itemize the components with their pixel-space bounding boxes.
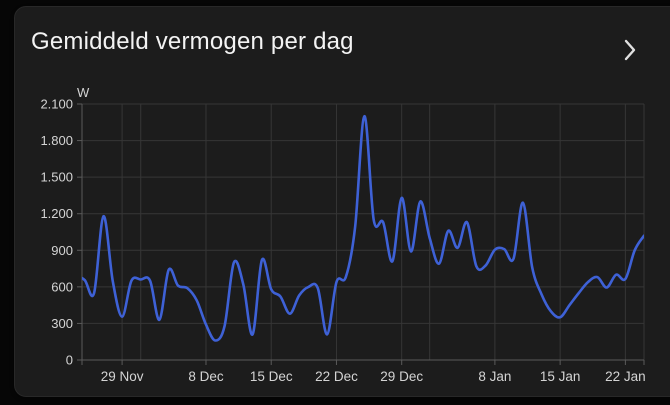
y-axis-unit: W (77, 85, 90, 100)
x-tick-label: 29 Dec (380, 369, 423, 384)
y-tick-label: 1.800 (40, 133, 73, 148)
y-tick-label: 900 (51, 243, 73, 258)
chart-plot-area[interactable] (82, 104, 644, 360)
y-tick-label: 1.200 (40, 206, 73, 221)
y-tick-label: 600 (51, 279, 73, 294)
x-tick-label: 29 Nov (101, 369, 144, 384)
y-tick-label: 1.500 (40, 170, 73, 185)
x-tick-label: 8 Jan (478, 369, 511, 384)
card-header[interactable]: Gemiddeld vermogen per dag (15, 7, 670, 71)
y-tick-label: 2.100 (40, 97, 73, 112)
x-tick-label: 15 Jan (540, 369, 581, 384)
series-line (82, 114, 644, 342)
page-title: Gemiddeld vermogen per dag (31, 28, 354, 55)
x-tick-label: 15 Dec (250, 369, 293, 384)
y-tick-label: 0 (66, 353, 73, 368)
x-tick-label: 22 Dec (315, 369, 358, 384)
chevron-right-icon (624, 39, 636, 61)
x-tick-label: 8 Dec (188, 369, 224, 384)
stat-card: Gemiddeld vermogen per dag (14, 6, 670, 397)
y-tick-label: 300 (51, 316, 73, 331)
x-tick-label: 22 Jan (605, 369, 646, 384)
